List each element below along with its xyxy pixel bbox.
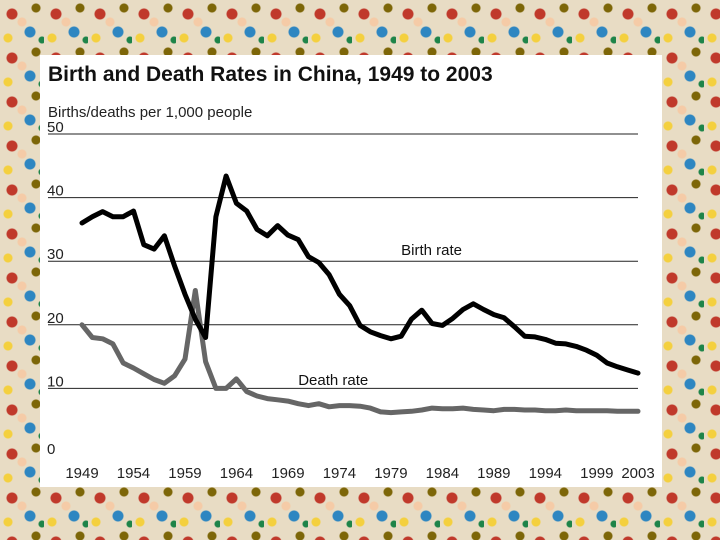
death-rate-label: Death rate	[298, 372, 368, 389]
x-tick-label: 1999	[580, 465, 613, 482]
x-tick-label: 1954	[117, 465, 150, 482]
x-tick-label: 1969	[271, 465, 304, 482]
annotation-layer: Birth rate Death rate	[298, 242, 462, 389]
chart-title: Birth and Death Rates in China, 1949 to …	[48, 63, 493, 86]
y-tick-label: 40	[47, 183, 64, 200]
x-tick-label: 1949	[65, 465, 98, 482]
x-tick-label: 1994	[529, 465, 562, 482]
x-tick-label: 2003	[621, 465, 654, 482]
death-rate-line	[79, 288, 641, 416]
y-axis-label: Births/deaths per 1,000 people	[48, 104, 252, 121]
x-tick-label: 1959	[168, 465, 201, 482]
y-tick-label: 20	[47, 310, 64, 327]
x-tick-labels: 1949 1954 1959 1964 1969 1974 1979 1984 1989 1994…	[65, 465, 654, 482]
birth-rate-line	[79, 173, 641, 376]
y-tick-labels: 0 10 20 30 40 50	[47, 119, 64, 458]
series-layer	[79, 173, 641, 416]
gridlines	[48, 133, 638, 389]
y-tick-label: 50	[47, 119, 64, 136]
x-tick-label: 1984	[426, 465, 459, 482]
x-tick-label: 1974	[323, 465, 356, 482]
x-tick-label: 1979	[374, 465, 407, 482]
birth-rate-label: Birth rate	[401, 242, 462, 259]
y-tick-label: 0	[47, 441, 55, 458]
chart-panel: Birth and Death Rates in China, 1949 to …	[40, 55, 662, 487]
y-tick-label: 30	[47, 246, 64, 263]
y-tick-label: 10	[47, 373, 64, 390]
x-tick-label: 1989	[477, 465, 510, 482]
x-tick-label: 1964	[220, 465, 253, 482]
line-chart: Birth and Death Rates in China, 1949 to …	[47, 63, 655, 482]
